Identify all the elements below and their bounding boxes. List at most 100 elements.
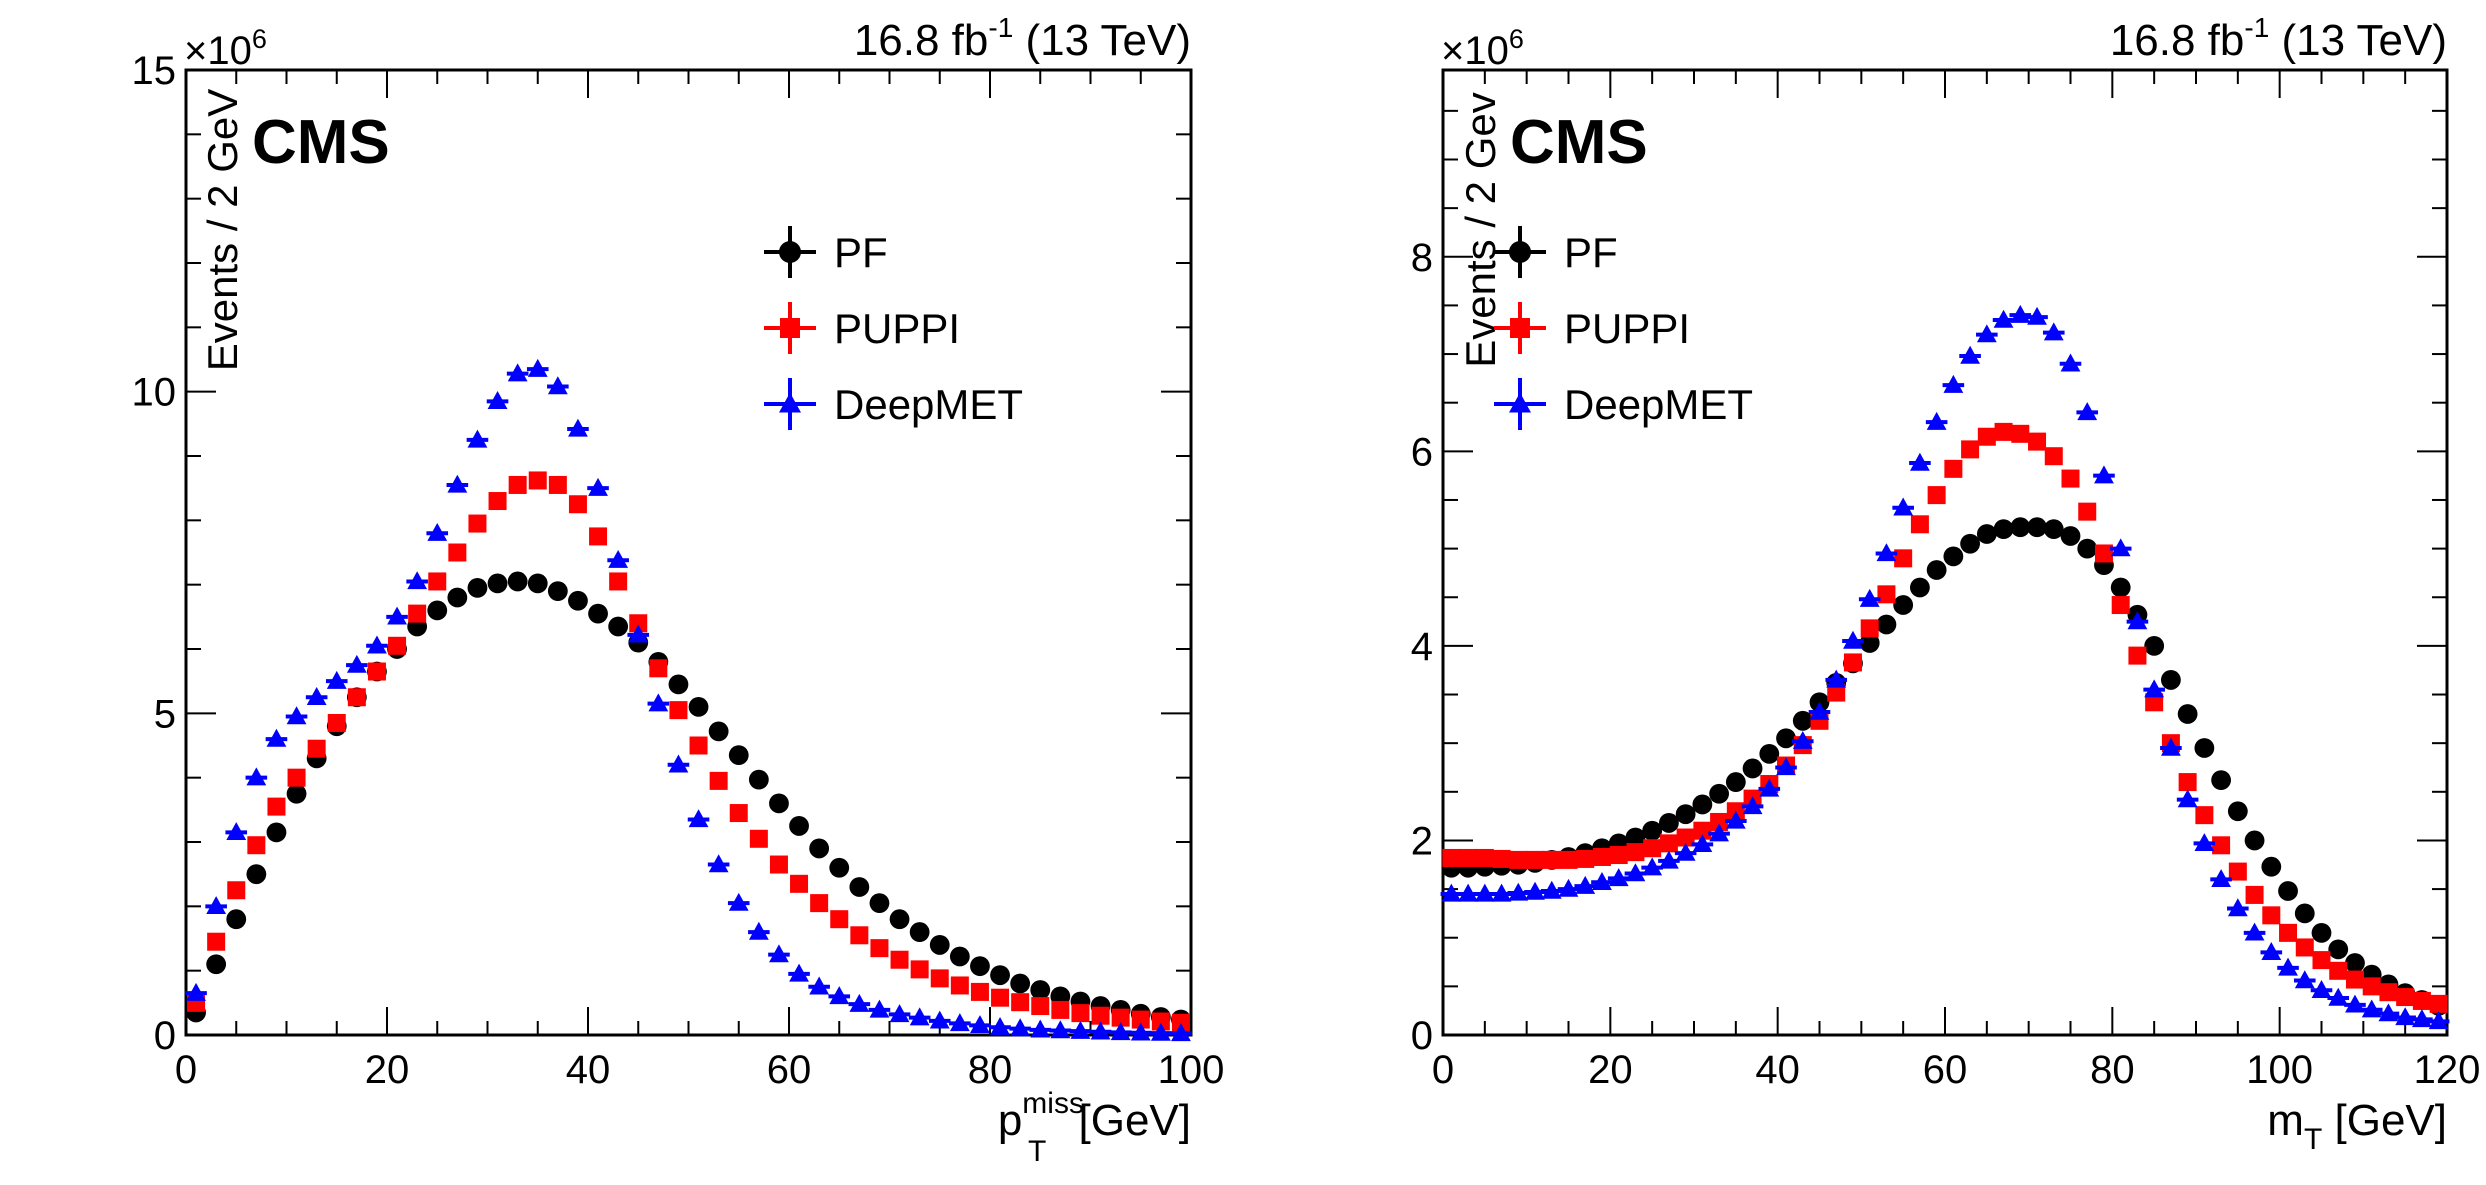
legend: PF PUPPI DeepMET [1494, 226, 1753, 430]
data-point [266, 822, 287, 843]
data-points [1440, 304, 2450, 1030]
legend-marker [780, 318, 800, 338]
data-point [507, 571, 528, 592]
data-point [327, 713, 346, 732]
data-point [708, 721, 729, 742]
x-tick-label: 60 [767, 1048, 812, 1092]
data-point [1709, 783, 1729, 804]
plot-frame [184, 68, 1193, 1037]
data-point [1943, 546, 1964, 567]
x-tick-label: 20 [365, 1048, 410, 1092]
data-point [1876, 614, 1897, 635]
data-point [709, 771, 728, 790]
y-axis-title: Events / 2 GeV [199, 89, 246, 371]
data-point [1576, 849, 1595, 868]
data-point [2295, 938, 2314, 957]
data-point [589, 527, 608, 546]
data-point [2061, 469, 2080, 488]
data-point [2379, 983, 2398, 1002]
series-pf [186, 571, 1191, 1030]
cms-label: CMS [252, 108, 390, 177]
data-point [1559, 850, 1578, 869]
data-point [247, 836, 266, 855]
data-point [1910, 515, 1929, 534]
legend-marker [1509, 241, 1531, 263]
x-tick-label: 80 [2090, 1048, 2135, 1092]
data-point [649, 659, 668, 678]
data-point [1944, 459, 1963, 478]
data-point [2043, 519, 2064, 540]
series-deepmet [1440, 304, 2450, 1030]
data-point [2228, 862, 2247, 881]
legend-entry-pf: PF [1494, 226, 1618, 278]
data-point [2345, 953, 2365, 973]
data-point [2194, 738, 2215, 758]
legend-entry-puppi: PUPPI [1494, 302, 1690, 354]
cms-label: CMS [1510, 108, 1648, 177]
data-point [2144, 635, 2165, 656]
data-point [1592, 847, 1611, 866]
data-point [1693, 821, 1712, 840]
data-point [850, 926, 869, 945]
data-point [1659, 834, 1678, 853]
data-point [2110, 577, 2131, 598]
data-point [2077, 538, 2098, 559]
data-point [1759, 743, 1780, 764]
data-point [2145, 693, 2164, 712]
data-points [185, 358, 1192, 1042]
data-point [1960, 533, 1980, 554]
data-point [207, 932, 226, 951]
data-point [2294, 903, 2315, 924]
data-point [428, 572, 447, 591]
data-point [2345, 970, 2364, 989]
data-point [1492, 849, 1511, 868]
data-point [748, 769, 769, 790]
data-point [950, 976, 969, 995]
data-point [246, 864, 267, 885]
data-point [287, 768, 306, 787]
data-point [206, 954, 227, 975]
data-point [2195, 806, 2214, 825]
data-point [1692, 794, 1713, 815]
data-point [1111, 1008, 1130, 1027]
data-point [547, 581, 568, 601]
data-point [1910, 577, 1930, 598]
data-point [1542, 850, 1561, 869]
data-point [2279, 923, 2298, 942]
data-point [1609, 846, 1628, 865]
legend-entry-deepmet: DeepMET [764, 378, 1023, 430]
data-point [2396, 988, 2415, 1007]
data-point [930, 969, 949, 988]
data-point [929, 935, 950, 955]
data-point [2227, 801, 2248, 822]
data-point [1625, 827, 1646, 848]
data-point [2028, 432, 2047, 451]
data-point [890, 950, 909, 969]
legend-entry-deepmet: DeepMET [1494, 378, 1753, 430]
x-tick-label: 0 [175, 1048, 197, 1092]
data-point [669, 701, 688, 720]
y-tick-label: 5 [154, 692, 176, 736]
data-point [1509, 850, 1528, 869]
data-point [1877, 585, 1896, 604]
data-point [528, 471, 547, 490]
data-point [2010, 517, 2031, 538]
data-point [1827, 683, 1846, 702]
data-point [1071, 1004, 1090, 1023]
data-point [1859, 633, 1880, 653]
data-point [629, 614, 648, 633]
data-point [1151, 1012, 1170, 1031]
axis-ticks [1442, 70, 2448, 1036]
data-point [1776, 728, 1796, 749]
data-point [1051, 1000, 1070, 1019]
data-point [749, 829, 768, 848]
data-point [2161, 670, 2181, 690]
data-point [2261, 856, 2282, 877]
data-point [728, 745, 749, 766]
data-point [1742, 758, 1763, 779]
data-point [1994, 422, 2013, 441]
x-tick-label: 40 [566, 1048, 611, 1092]
data-point [2027, 517, 2047, 538]
legend-entry-pf: PF [764, 226, 888, 278]
